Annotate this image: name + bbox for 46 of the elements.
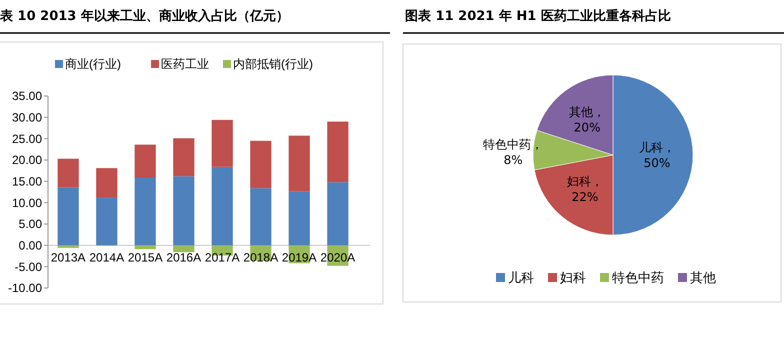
bar — [288, 136, 310, 192]
data-label: 妇科，22% — [566, 174, 603, 204]
y-tick-label: 15.00 — [12, 174, 42, 189]
bar — [327, 182, 348, 246]
chart-title: 表 10 2013 年以来工业、商业收入占比（亿元） — [0, 8, 289, 24]
bar — [134, 144, 156, 178]
y-tick-label: 35.00 — [12, 89, 42, 104]
bar — [250, 188, 272, 246]
legend-label: 医药工业 — [161, 57, 209, 71]
y-tick-label: 10.00 — [12, 196, 42, 210]
data-label: 其他，20% — [569, 104, 606, 134]
chart-title: 图表 11 2021 年 H1 医药工业比重各科占比 — [405, 8, 671, 24]
legend-label: 其他 — [690, 271, 716, 286]
legend-label: 妇科 — [560, 271, 586, 286]
bar — [96, 198, 118, 246]
y-tick-label: -10.00 — [8, 281, 42, 296]
bar — [58, 158, 79, 188]
bar — [134, 177, 156, 246]
x-tick-label: 2013A — [50, 250, 86, 264]
legend-label: 商业(行业) — [65, 57, 121, 71]
bar — [212, 120, 233, 167]
bar — [96, 168, 118, 198]
x-tick-label: 2014A — [89, 250, 124, 264]
data-label: 特色中药，8% — [483, 138, 544, 168]
bar — [173, 176, 194, 246]
bar — [288, 191, 310, 246]
bar — [58, 187, 79, 246]
bar — [212, 166, 233, 246]
y-tick-label: 20.00 — [12, 153, 42, 168]
data-label: 儿科，50% — [639, 140, 675, 170]
y-tick-label: 25.00 — [12, 132, 42, 146]
y-tick-label: 30.00 — [12, 110, 42, 125]
legend-label: 内部抵销(行业) — [233, 57, 313, 71]
x-tick-label: 2016A — [166, 250, 202, 264]
y-tick-label: 0.00 — [18, 238, 42, 253]
bar — [327, 122, 348, 182]
bar — [173, 245, 194, 252]
x-tick-label: 2015A — [128, 250, 163, 264]
bar — [58, 245, 79, 248]
bar — [134, 245, 156, 250]
bar — [173, 138, 194, 176]
legend-label: 儿科 — [508, 271, 534, 286]
bar — [250, 140, 272, 188]
legend-label: 特色中药 — [612, 271, 664, 286]
y-tick-label: -5.00 — [14, 260, 42, 274]
y-tick-label: 5.00 — [18, 217, 42, 232]
